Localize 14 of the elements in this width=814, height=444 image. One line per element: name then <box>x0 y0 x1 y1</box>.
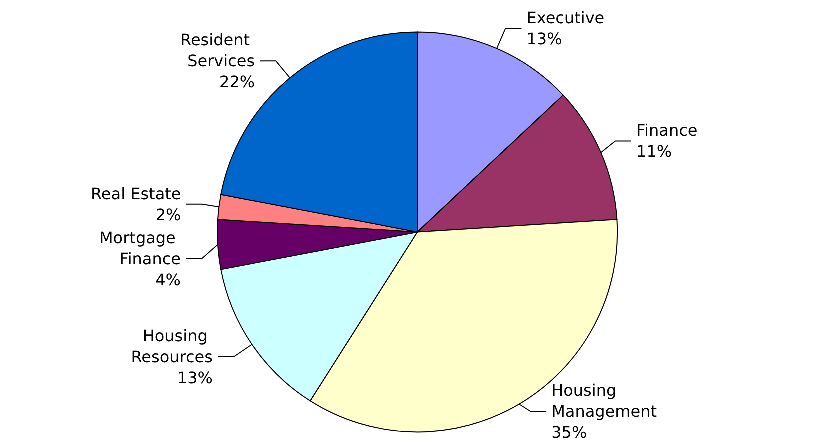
slice-label: Real Estate <box>91 184 182 204</box>
slice-label: Finance <box>636 121 698 140</box>
data-label: 22% <box>220 72 256 92</box>
data-label: 4% <box>156 270 181 290</box>
data-label: 35% <box>552 423 588 442</box>
slice-label: Resident Services <box>180 30 256 71</box>
slice-label: Executive <box>526 8 605 28</box>
slice-label: Housing Management <box>552 381 657 421</box>
data-label: 13% <box>526 29 562 48</box>
data-label: 11% <box>636 142 672 162</box>
data-label: 2% <box>156 205 182 224</box>
data-label: 13% <box>177 368 213 388</box>
slice-label: Housing Resources <box>131 326 213 366</box>
slice-label: Mortgage Finance <box>100 228 181 268</box>
